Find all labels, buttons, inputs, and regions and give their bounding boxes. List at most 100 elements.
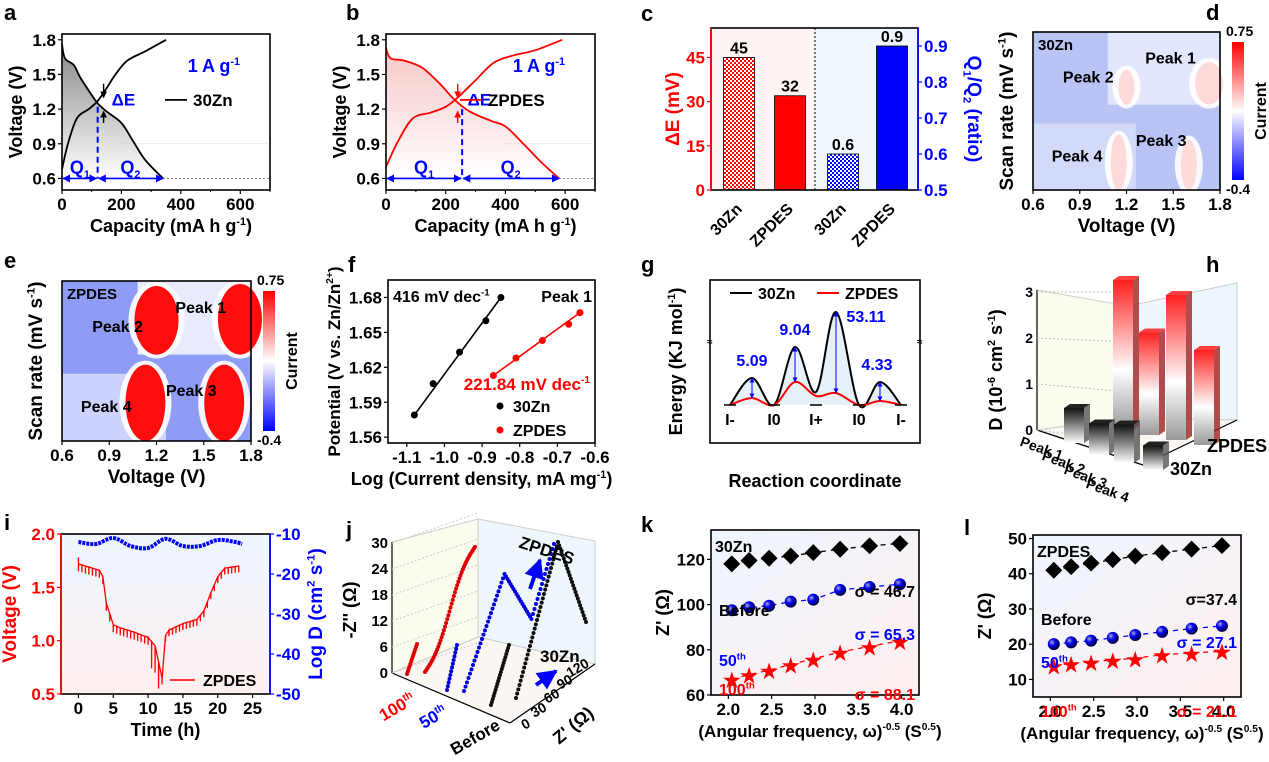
eis-point-50th [487,615,492,620]
y-tick-label: -30 [276,605,301,624]
plot-frame [709,279,921,444]
data-point-100th: ★ [804,650,822,672]
eis-point-50th [480,637,484,641]
eis-point-50th [448,673,453,677]
barrier-value-label: 4.33 [861,357,892,374]
eis-point-50th [547,557,552,561]
data-point-ZPDES [512,354,520,362]
data-point-100th: ★ [723,670,741,692]
colorbar [1232,42,1244,180]
peak-label: Peak 3 [1136,133,1187,150]
peak-blob [1118,69,1135,105]
eis-point-before [543,587,548,592]
grid-line [1036,337,1129,343]
eis-point-before [574,593,579,598]
y-axis-label: Z' (Ω) [653,589,673,636]
series-label-30zn: 30Zn [1170,459,1212,479]
eis-point-before [582,616,587,621]
eis-point-before [572,586,577,591]
eis-point-50th [481,632,486,637]
eis-point-before [532,626,537,631]
sigma-label-100th: σ = 88.1 [855,687,915,704]
bar-zpdes-peak-4-top [1194,346,1220,350]
data-point-ZPDES [489,371,497,379]
peak-label: Peak 3 [166,383,217,400]
colorbar-label: Current [1253,81,1269,139]
eis-point-before [493,688,498,692]
eis-point-50th [452,654,457,659]
eis-point-before [529,639,534,644]
y-tick-label: 0.6 [32,169,56,188]
y-tick-label: 1.65 [349,323,382,342]
y-tick-label: 1.8 [356,31,380,50]
x-axis-label: Capacity (mA h g-1) [90,216,252,236]
eis-point-before [542,592,546,596]
panel-letter-c: c [641,1,653,26]
eis-point-before [516,687,521,692]
x-tick-label: 0.9 [1068,195,1092,214]
discharge-area [62,44,164,179]
x-tick-label: 60 [541,685,563,707]
y-tick-label: 2 [1025,330,1033,346]
x-tick-label: -0.6 [580,448,609,467]
data-point-30Zn [456,348,464,356]
eis-point-50th [484,624,489,628]
eis-point-50th [544,567,549,571]
y-axis-label: Potential (V vs. Zn/Zn2+) [325,266,344,456]
eis-point-before [571,583,576,588]
state-label: I0 [852,412,865,429]
y-axis-label: Energy (KJ mol-1) [666,288,686,436]
sigma-label-50th: σ = 65.3 [855,627,915,644]
eis-point-50th [495,593,499,598]
bar-zpdes-peak-2-side [1159,328,1165,435]
q1-label: Q1 [414,157,434,181]
data-point-30Zn [429,380,437,388]
eis-point-100th [445,617,450,622]
eis-point-50th [463,684,468,689]
grid-line [391,512,479,544]
sigma-label-50th: σ = 27.1 [1177,635,1237,652]
data-point-before [760,549,778,567]
eis-point-50th [468,671,472,676]
peak-label: Peak 2 [92,319,143,336]
y-tick-label: 1.68 [349,288,382,307]
eis-point-before [501,661,506,665]
peak-blob [134,286,179,355]
data-point-ZPDES [538,337,546,345]
eis-point-50th [501,576,505,581]
eis-point-before [496,679,501,683]
y-tick-label: 0.9 [924,37,948,56]
y-axis-label-left: ΔE (mV) [663,72,684,146]
eis-point-before [558,546,563,551]
data-point-30Zn [410,411,418,419]
data-point-before [723,555,741,573]
series-label-zpdes: ZPDES [1207,436,1267,456]
data-point-50th [893,578,906,591]
eis-point-50th [462,689,466,693]
bar-30zn-peak-3-top [1114,420,1140,425]
series-label-before: Before [1041,612,1092,629]
data-point-50th [1047,638,1060,651]
x-tick-label: 25 [243,699,262,718]
eis-point-50th [454,646,459,651]
x-tick-label: 1.2 [145,446,169,465]
bar-30zn-peak-4-side [1163,441,1169,470]
data-point-50th [1065,636,1078,649]
series-label-50th: 50th [719,652,746,670]
eis-point-before [521,670,525,674]
eis-point-before [536,613,541,618]
grid-line [391,590,479,622]
eis-point-before [545,579,550,583]
grid-line [391,564,479,596]
eis-point-100th [447,609,452,614]
eis-point-before [560,553,565,558]
bar-value-label: 32 [781,79,799,96]
q2-label: Q2 [501,157,521,181]
bar-30zn-peak-2-side [1109,419,1115,455]
y-tick-label: 30 [371,535,388,552]
eis-point-before [561,556,566,561]
bar-30zn-peak-1-side [1084,404,1090,443]
legend-label-zpdes: ZPDES [513,423,567,440]
legend-label-zpdes: ZPDES [845,286,899,303]
y-tick-label: 0 [696,181,705,200]
